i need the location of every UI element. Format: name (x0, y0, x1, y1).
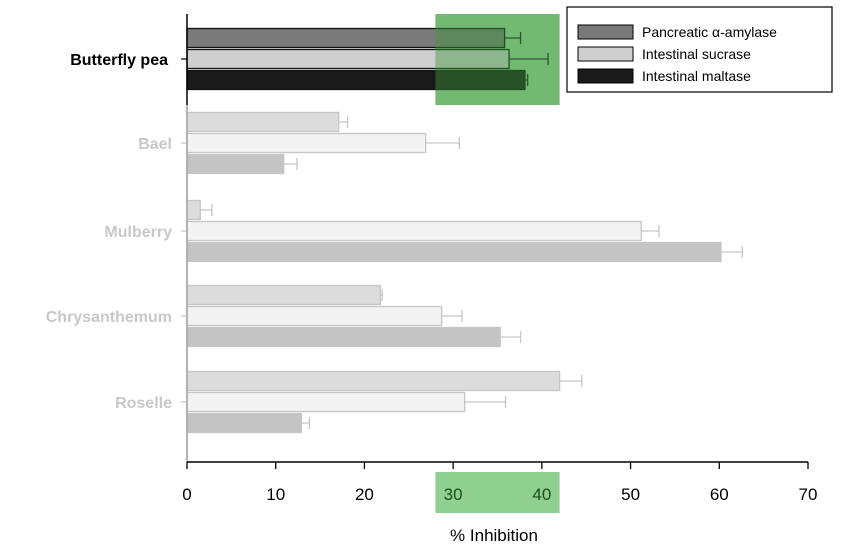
bar (186, 241, 722, 263)
bar (186, 132, 427, 154)
x-tick-label: 10 (266, 485, 285, 504)
bar (186, 305, 443, 327)
bar (186, 391, 466, 413)
legend-swatch (577, 68, 634, 84)
x-tick-label: 60 (710, 485, 729, 504)
category-label: Bael (138, 136, 172, 153)
bar (186, 220, 642, 242)
bar (186, 412, 303, 434)
category-label: Butterfly pea (70, 52, 168, 69)
legend-label: Intestinal sucrase (642, 46, 751, 62)
legend: Pancreatic α-amylase Intestinal sucrase In… (566, 6, 833, 93)
bar (186, 370, 561, 392)
x-tick-label: 20 (355, 485, 374, 504)
x-tick-label: 30 (444, 485, 463, 504)
x-tick-label: 50 (621, 485, 640, 504)
highlight-overlay (435, 14, 560, 105)
legend-swatch (577, 24, 634, 40)
x-tick-label: 70 (799, 485, 818, 504)
category-label: Chrysanthemum (46, 309, 172, 326)
bar (186, 326, 501, 348)
bar (186, 284, 382, 306)
category-label: Mulberry (104, 224, 172, 241)
legend-swatch (577, 46, 634, 62)
x-tick-label: 40 (532, 485, 551, 504)
highlight-tick-region (435, 472, 560, 513)
x-tick-label: 0 (182, 485, 191, 504)
bar (186, 153, 285, 175)
bar (186, 199, 201, 221)
x-axis-label: % Inhibition (450, 526, 538, 545)
legend-label: Intestinal maltase (642, 68, 751, 84)
category-label: Roselle (115, 395, 172, 412)
bar (186, 111, 340, 133)
legend-label: Pancreatic α-amylase (642, 24, 777, 40)
